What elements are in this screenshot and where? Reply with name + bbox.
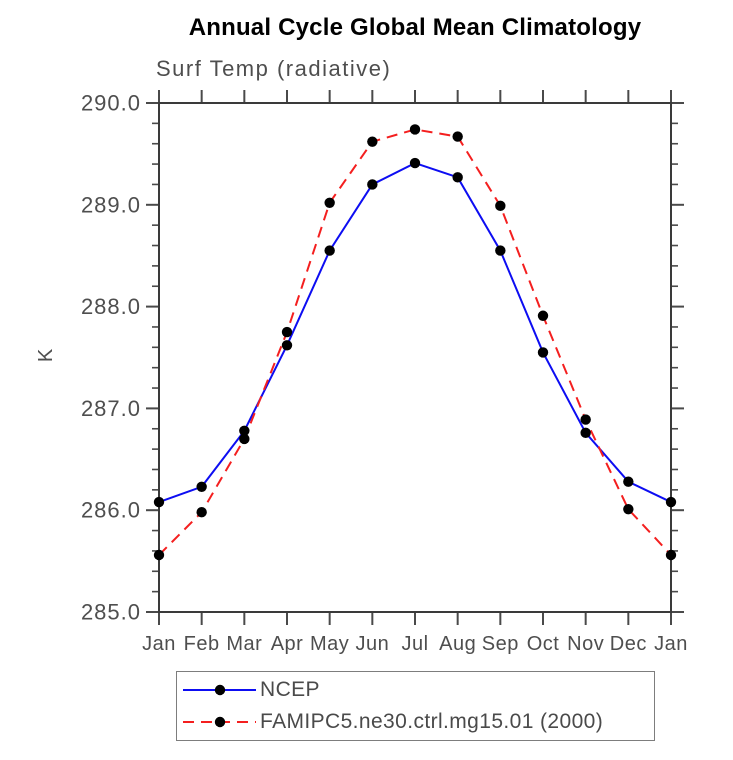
data-point	[239, 425, 250, 436]
series-markers-famipc5	[153, 124, 677, 561]
svg-text:288.0: 288.0	[81, 294, 141, 319]
data-point	[665, 549, 677, 561]
y-tick-labels: 285.0 286.0 287.0 288.0 289.0 290.0	[81, 91, 141, 625]
svg-text:May: May	[310, 633, 349, 655]
data-point	[580, 414, 591, 425]
legend-row-famipc5: FAMIPC5.ne30.ctrl.mg15.01 (2000)	[182, 708, 654, 736]
svg-text:Mar: Mar	[226, 633, 262, 655]
svg-text:Oct: Oct	[527, 633, 560, 655]
data-point	[452, 131, 463, 142]
data-point	[196, 507, 207, 518]
svg-text:Jul: Jul	[401, 633, 428, 655]
svg-text:285.0: 285.0	[81, 600, 141, 625]
data-point	[196, 481, 207, 492]
data-point	[367, 136, 378, 147]
svg-text:Sep: Sep	[482, 633, 519, 655]
data-point	[153, 496, 165, 508]
series-line	[158, 161, 672, 503]
svg-text:Dec: Dec	[610, 633, 647, 655]
legend: NCEP FAMIPC5.ne30.ctrl.mg15.01 (2000)	[176, 671, 655, 741]
legend-line-sample-solid	[183, 684, 256, 696]
data-point	[665, 496, 677, 508]
legend-label-famipc5: FAMIPC5.ne30.ctrl.mg15.01 (2000)	[260, 710, 604, 733]
legend-line-sample-dashed	[183, 716, 256, 728]
svg-text:Jan: Jan	[654, 633, 688, 655]
data-point	[409, 157, 421, 169]
data-point	[495, 200, 506, 212]
axis-ticks	[146, 90, 684, 625]
plot-subtitle: Surf Temp (radiative)	[156, 56, 392, 81]
data-point	[409, 124, 421, 135]
svg-text:Apr: Apr	[271, 633, 304, 655]
series-ncep	[158, 161, 672, 503]
plot-frame	[158, 102, 672, 613]
data-point	[239, 433, 250, 445]
svg-text:Aug: Aug	[439, 633, 476, 655]
data-point	[623, 476, 634, 487]
chart-title: Annual Cycle Global Mean Climatology	[188, 14, 642, 41]
data-point	[153, 549, 165, 561]
series-line	[158, 128, 672, 556]
svg-text:290.0: 290.0	[81, 91, 141, 116]
x-tick-labels: Jan Feb Mar Apr May Jun Jul Aug Sep Oct Nov Dec Jan	[142, 633, 688, 655]
series-famipc5	[158, 128, 672, 556]
svg-text:286.0: 286.0	[81, 498, 141, 523]
data-point	[537, 310, 549, 321]
svg-text:Feb: Feb	[184, 633, 220, 655]
svg-text:Jan: Jan	[142, 633, 176, 655]
data-point	[580, 427, 591, 439]
data-point	[281, 340, 293, 351]
data-point	[452, 172, 463, 183]
data-point	[495, 245, 506, 256]
data-point	[367, 179, 378, 190]
legend-label-ncep: NCEP	[260, 678, 320, 701]
svg-text:289.0: 289.0	[81, 192, 141, 217]
data-point	[324, 245, 335, 256]
data-point	[324, 197, 335, 208]
svg-text:287.0: 287.0	[81, 396, 141, 421]
data-point	[623, 503, 634, 515]
svg-text:Nov: Nov	[567, 633, 604, 655]
data-point	[537, 347, 549, 358]
series-markers-ncep	[153, 157, 677, 508]
legend-row-ncep: NCEP	[182, 676, 654, 704]
data-point	[281, 326, 293, 338]
svg-text:Jun: Jun	[355, 633, 389, 655]
